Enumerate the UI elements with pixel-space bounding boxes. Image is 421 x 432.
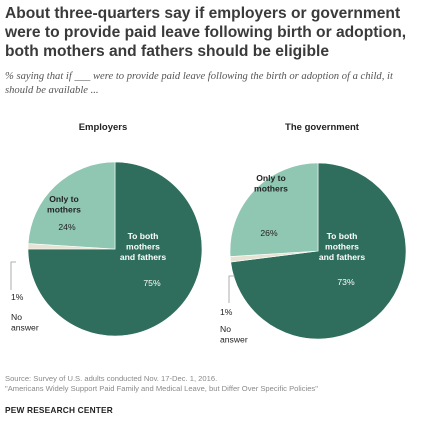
employers-label-no-answer: No answer [11,312,39,333]
government-slice-both-parents [230,162,407,340]
government-chart-title: The government [285,122,359,133]
employers-chart-title: Employers [78,122,128,133]
employers-label-both-parents: To both mothers and fathers [120,231,167,262]
source-line-1: Source: Survey of U.S. adults conducted … [5,374,218,383]
employers-value-no-answer: 1% [11,292,24,302]
government-no-answer-leader-line [228,275,235,303]
employers-label-only-mothers: Only to mothers [47,194,81,215]
government-slice-only-mothers [229,162,319,257]
government-value-only-mothers: 26% [260,228,278,238]
employers-slice-both-parents [27,161,203,337]
government-label-both-parents: To both mothers and fathers [319,231,366,262]
chart-subtitle: % saying that if ___ were to provide pai… [5,71,393,96]
employers-value-both-parents: 75% [143,278,161,288]
source-note: Source: Survey of U.S. adults conducted … [5,374,419,394]
org-name: PEW RESEARCH CENTER [5,405,113,415]
employers-no-answer-leader-line [10,261,16,290]
source-line-2: "Americans Widely Support Paid Family an… [5,384,318,393]
government-value-both-parents: 73% [337,277,355,287]
employers-slice-only-mothers [27,161,116,250]
employers-value-only-mothers: 24% [58,222,76,232]
page-title: About three-quarters say if employers or… [5,5,407,60]
government-label-no-answer: No answer [220,324,248,345]
government-label-only-mothers: Only to mothers [254,173,288,194]
government-value-no-answer: 1% [220,307,233,317]
